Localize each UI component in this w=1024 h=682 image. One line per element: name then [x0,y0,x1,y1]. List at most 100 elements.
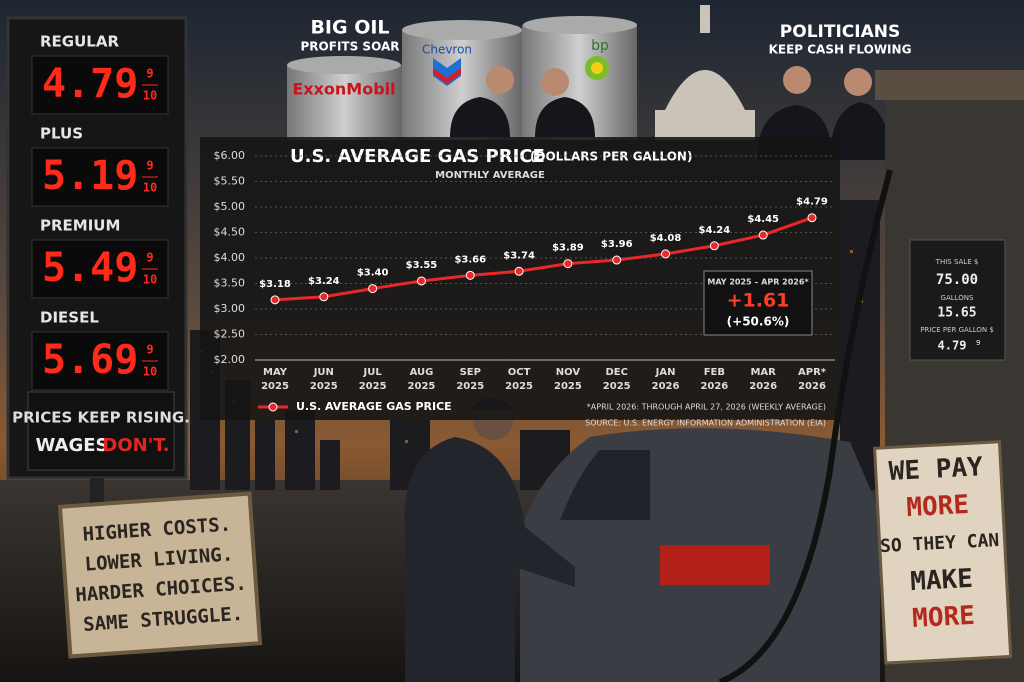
y-tick-label: $3.50 [214,277,246,290]
grade-name: PLUS [40,125,83,143]
chart: U.S. AVERAGE GAS PRICE (DOLLARS PER GALL… [214,146,835,428]
grade-name: PREMIUM [40,217,120,235]
y-tick-label: $4.00 [214,251,246,264]
y-tick-label: $6.00 [214,149,246,162]
pump: THIS SALE $ 75.00 GALLONS 15.65 PRICE PE… [718,70,1024,682]
price-fraction: 9 [146,343,153,357]
x-tick-label: JUN 2025 [310,367,338,392]
chart-note: *APRIL 2026: THROUGH APRIL 27, 2026 (WEE… [587,403,826,412]
data-point [807,213,817,223]
data-point [709,241,719,251]
price-fraction: 9 [146,251,153,265]
board-slogan: WAGES [35,435,108,456]
sign-text: MORE [911,601,975,634]
data-point [612,255,622,265]
y-tick-label: $3.00 [214,302,246,315]
chart-note: SOURCE: U.S. ENERGY INFORMATION ADMINIST… [585,419,826,428]
value-label: $3.74 [503,250,535,261]
data-point [319,292,329,302]
annotation-period: MAY 2025 – APR 2026* [707,278,809,287]
value-label: $3.89 [552,243,584,254]
x-tick-label: AUG 2025 [408,367,436,392]
x-tick-label: JUL 2025 [359,367,387,392]
value-label: $4.08 [650,233,682,244]
price: 5.19 [42,153,138,199]
value-label: $4.45 [747,214,779,225]
price: 5.69 [42,337,138,383]
value-label: $3.18 [259,279,291,290]
price-fraction: 9 [146,67,153,81]
value-label: $3.96 [601,239,633,250]
annotation-change: +1.61 [727,290,790,312]
headline-sub: PROFITS SOAR [301,40,400,54]
x-tick-label: SEP 2025 [456,367,484,392]
x-tick-label: MAR 2026 [749,367,777,392]
x-tick-label: OCT 2025 [505,367,533,392]
chart-title-units: (DOLLARS PER GALLON) [530,150,692,164]
pump-label: GALLONS [941,294,975,302]
value-label: $4.24 [699,225,731,236]
annotation-box [703,270,813,336]
value-label: $3.40 [357,268,389,279]
data-point [416,276,426,286]
pump-label: PRICE PER GALLON $ [920,326,994,334]
chart-subtitle: MONTHLY AVERAGE [435,170,545,181]
board-slogan: DON'T. [102,435,169,456]
price-fraction: 10 [143,273,157,287]
value-label: $3.55 [406,260,438,271]
x-tick-label: JAN 2026 [652,367,680,392]
grade-name: DIESEL [40,309,99,327]
headline: POLITICIANS [780,22,900,42]
x-tick-label: NOV 2025 [554,367,582,392]
legend-label: U.S. AVERAGE GAS PRICE [296,400,452,413]
price-board: PRICES KEEP RISING. WAGES DON'T. REGULAR… [6,16,190,538]
pump-readout: 75.00 [936,272,978,288]
y-tick-label: $5.00 [214,200,246,213]
figures [450,66,890,160]
headline: BIG OIL [310,17,389,39]
pump-label: THIS SALE $ [935,258,979,266]
x-tick-label: FEB 2026 [700,367,728,392]
x-tick-label: MAY 2025 [261,367,289,392]
data-point [368,284,378,294]
logo: Chevron [422,43,472,57]
data-point [514,266,524,276]
sign-text: MORE [906,490,970,523]
grade-name: REGULAR [40,33,119,51]
logo: bp [591,38,609,54]
left-sign: HIGHER COSTS.LOWER LIVING.HARDER CHOICES… [57,491,263,659]
price: 4.79 [42,61,138,107]
y-tick-label: $2.00 [214,353,246,366]
data-point [758,230,768,240]
value-label: $4.79 [796,197,828,208]
y-tick-label: $4.50 [214,226,246,239]
legend-swatch [268,402,278,412]
pump-readout: 9 [976,339,980,347]
sign-text: WE PAY [888,452,984,487]
data-point [465,270,475,280]
price-fraction: 10 [143,181,157,195]
logo: ExxonMobil [292,80,395,99]
value-label: $3.24 [308,276,340,287]
data-point [563,259,573,269]
board-slogan: PRICES KEEP RISING. [12,409,190,427]
data-point [661,249,671,259]
data-point [270,295,280,305]
headline-sub: KEEP CASH FLOWING [769,43,912,57]
chart-title: U.S. AVERAGE GAS PRICE [290,146,545,167]
car [520,428,880,682]
pump-readout: 15.65 [937,306,976,321]
x-tick-label: APR* 2026 [798,367,827,392]
x-tick-label: DEC 2025 [603,367,631,392]
y-tick-label: $2.50 [214,328,246,341]
pump-readout: 4.79 [938,339,967,353]
capitol [655,5,755,140]
annotation-percent: (+50.6%) [727,315,790,329]
y-tick-label: $5.50 [214,175,246,188]
series-line [274,216,813,302]
price-fraction: 10 [143,89,157,103]
value-label: $3.66 [454,254,486,265]
sign-text: MAKE [910,564,974,597]
